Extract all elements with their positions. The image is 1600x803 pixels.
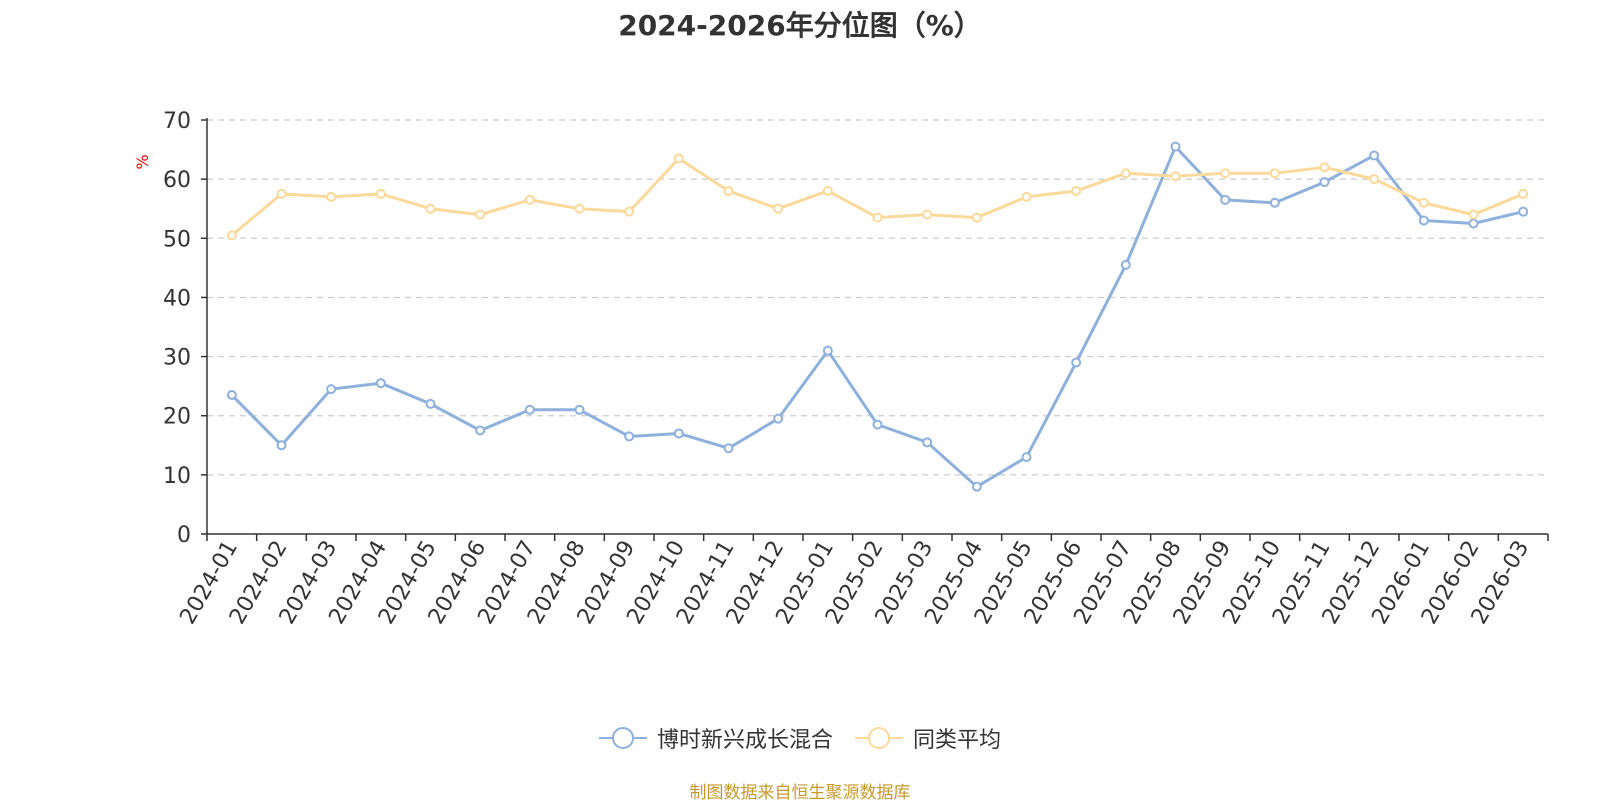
- data-point-series-2: [425, 203, 436, 214]
- data-point-series-2: [872, 212, 883, 223]
- data-point-series-2: [276, 188, 287, 199]
- data-point-series-1: [326, 384, 337, 395]
- series-line-2: [230, 156, 1524, 237]
- data-point-series-1: [1021, 452, 1032, 463]
- data-point-series-1: [1220, 194, 1231, 205]
- data-point-series-2: [1071, 185, 1082, 196]
- data-point-series-1: [1319, 177, 1330, 188]
- y-tick-label: 60: [163, 168, 191, 193]
- data-point-series-2: [475, 209, 486, 220]
- data-point-series-1: [1269, 197, 1280, 208]
- data-point-series-2: [1468, 209, 1479, 220]
- data-point-series-1: [1468, 218, 1479, 229]
- y-axis-label: %: [133, 154, 152, 169]
- series-lines: [226, 141, 1529, 492]
- data-point-series-1: [922, 437, 933, 448]
- data-point-series-2: [673, 153, 684, 164]
- legend-marker-icon: [855, 727, 903, 749]
- data-source-note: 制图数据来自恒生聚源数据库: [689, 783, 911, 803]
- data-point-series-1: [276, 440, 287, 451]
- data-point-series-1: [226, 390, 237, 401]
- data-point-series-1: [1518, 206, 1529, 217]
- legend-marker-icon: [598, 727, 647, 749]
- data-point-series-2: [375, 188, 386, 199]
- legend-label-series-1: 博时新兴成长混合: [656, 728, 833, 753]
- data-point-series-2: [1518, 188, 1529, 199]
- data-point-series-1: [1170, 141, 1181, 152]
- data-point-series-2: [1220, 168, 1231, 179]
- grid-lines: [207, 119, 1548, 476]
- data-point-series-2: [326, 191, 337, 202]
- data-point-series-1: [872, 419, 883, 430]
- data-point-series-1: [723, 443, 734, 454]
- y-tick-label: 30: [163, 346, 191, 371]
- data-point-series-1: [524, 404, 535, 415]
- legend-label-series-2: 同类平均: [913, 728, 1002, 753]
- data-point-series-2: [1170, 171, 1181, 182]
- data-point-series-1: [425, 398, 436, 409]
- data-point-series-1: [574, 404, 585, 415]
- data-point-series-1: [1071, 357, 1082, 368]
- data-point-series-2: [922, 209, 933, 220]
- data-point-series-2: [773, 203, 784, 214]
- data-point-series-1: [1369, 150, 1380, 161]
- data-point-series-2: [723, 185, 734, 196]
- series-line-1: [230, 145, 1524, 489]
- y-tick-label: 70: [163, 109, 191, 134]
- data-point-series-1: [1120, 259, 1131, 270]
- data-point-series-2: [1120, 168, 1131, 179]
- y-tick-label: 40: [163, 286, 191, 311]
- data-point-series-1: [673, 428, 684, 439]
- data-point-series-2: [1319, 162, 1330, 173]
- data-point-series-2: [1269, 168, 1280, 179]
- legend-item-series-2[interactable]: 同类平均: [855, 722, 1001, 754]
- data-point-series-2: [1369, 174, 1380, 185]
- data-point-series-2: [574, 203, 585, 214]
- chart-title: 2024-2026年分位图（%）: [618, 9, 982, 42]
- data-point-series-1: [773, 413, 784, 424]
- data-point-series-2: [226, 230, 237, 241]
- data-point-series-1: [822, 345, 833, 356]
- y-tick-label: 10: [163, 464, 191, 489]
- data-point-series-1: [475, 425, 486, 436]
- data-point-series-1: [624, 431, 635, 442]
- y-tick-label: 20: [163, 405, 191, 430]
- data-point-series-2: [1418, 197, 1429, 208]
- data-point-series-1: [971, 481, 982, 492]
- legend-item-series-1[interactable]: 博时新兴成长混合: [598, 722, 833, 754]
- data-point-series-2: [524, 194, 535, 205]
- legend: 博时新兴成长混合 同类平均: [0, 722, 1600, 754]
- y-tick-label: 50: [163, 227, 191, 252]
- data-point-series-2: [822, 185, 833, 196]
- axes: 0102030405060702024-012024-022024-032024…: [163, 109, 1549, 629]
- data-point-series-2: [624, 206, 635, 217]
- data-point-series-2: [1021, 191, 1032, 202]
- data-point-series-2: [971, 212, 982, 223]
- y-tick-label: 0: [177, 523, 191, 548]
- data-point-series-1: [1418, 215, 1429, 226]
- data-point-series-1: [375, 378, 386, 389]
